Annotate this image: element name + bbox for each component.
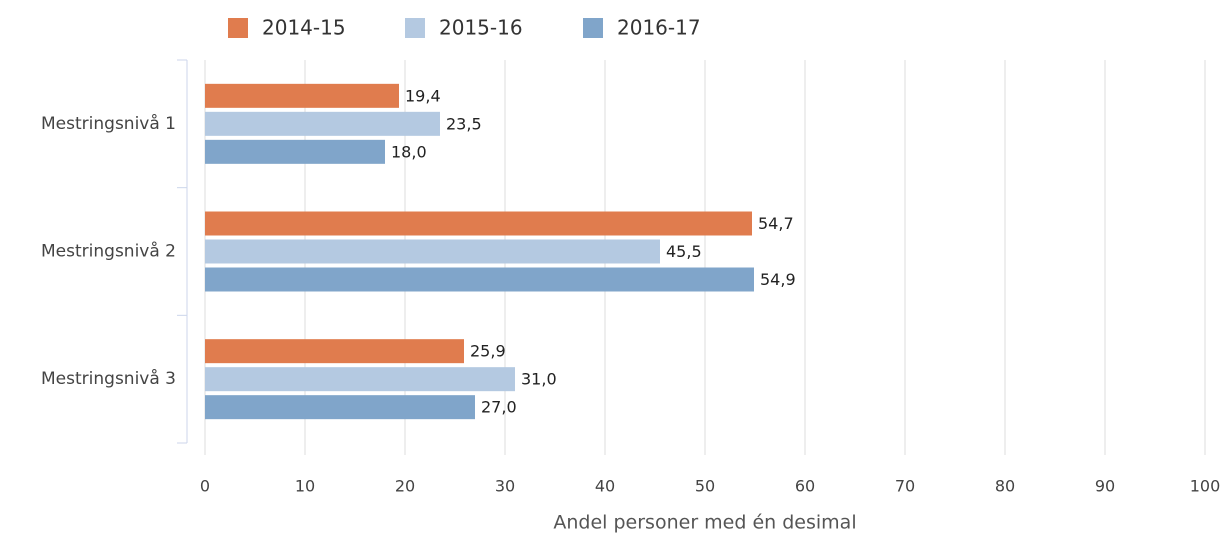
value-label: 23,5: [446, 114, 482, 133]
x-tick-label: 10: [295, 477, 315, 496]
value-label: 18,0: [391, 142, 427, 161]
legend: 2014-15 2015-16 2016-17: [228, 16, 701, 40]
x-tick-label: 0: [200, 477, 210, 496]
legend-swatch: [228, 18, 248, 38]
x-tick-label: 20: [395, 477, 415, 496]
value-label: 54,9: [760, 270, 796, 289]
legend-swatch: [405, 18, 425, 38]
legend-label: 2016-17: [617, 16, 701, 40]
value-label: 27,0: [481, 398, 517, 417]
x-axis-label: Andel personer med én desimal: [553, 512, 856, 534]
legend-swatch: [583, 18, 603, 38]
bar: [205, 339, 464, 364]
bar: [205, 211, 752, 236]
x-tick-label: 40: [595, 477, 615, 496]
y-tick-label: Mestringsnivå 2: [41, 241, 176, 262]
bar: [205, 111, 440, 136]
bar: [205, 83, 399, 108]
value-label: 45,5: [666, 242, 702, 261]
value-label: 25,9: [470, 342, 506, 361]
bar: [205, 139, 385, 164]
x-tick-label: 90: [1095, 477, 1115, 496]
x-tick-label: 50: [695, 477, 715, 496]
x-tick-label: 100: [1190, 477, 1221, 496]
x-tick-label: 70: [895, 477, 915, 496]
bar: [205, 267, 754, 292]
y-tick-label: Mestringsnivå 3: [41, 368, 176, 389]
bar: [205, 239, 660, 264]
bar: [205, 367, 515, 392]
x-tick-label: 60: [795, 477, 815, 496]
legend-label: 2015-16: [439, 16, 523, 40]
x-tick-label: 30: [495, 477, 515, 496]
legend-label: 2014-15: [262, 16, 346, 40]
value-label: 31,0: [521, 370, 557, 389]
bar: [205, 395, 475, 420]
value-label: 54,7: [758, 214, 794, 233]
value-label: 19,4: [405, 86, 441, 105]
y-tick-label: Mestringsnivå 1: [41, 113, 176, 134]
x-tick-label: 80: [995, 477, 1015, 496]
